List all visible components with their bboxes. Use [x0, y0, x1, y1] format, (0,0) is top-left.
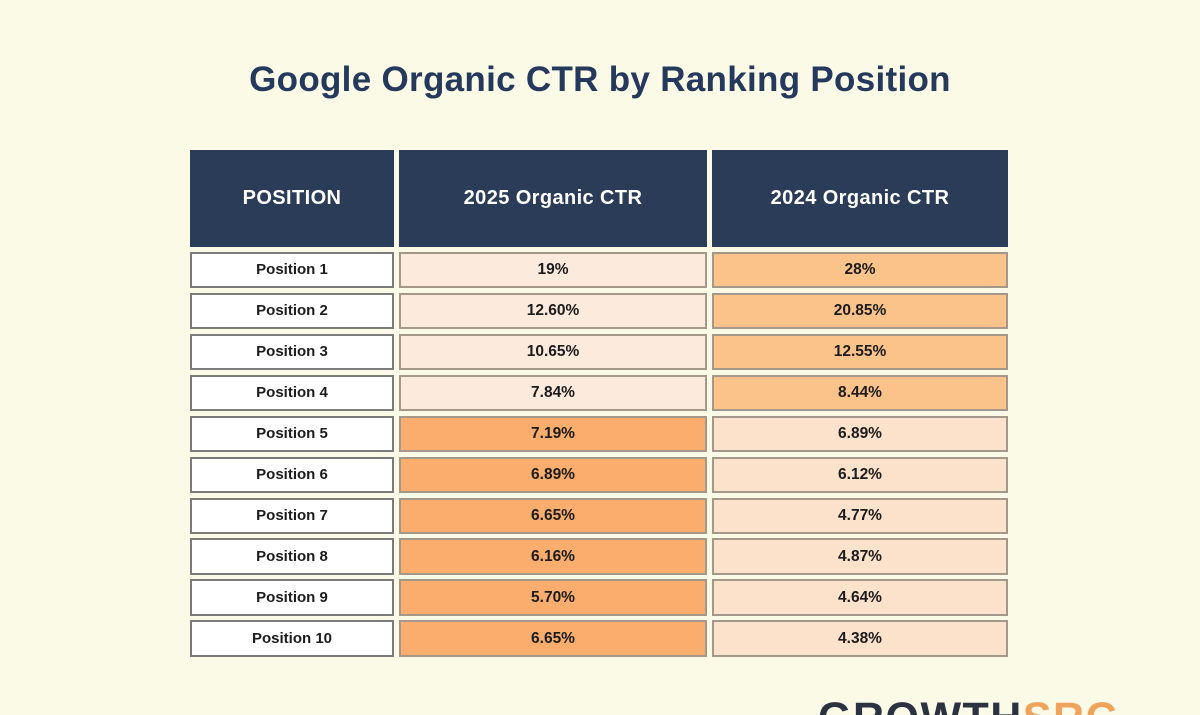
position-cell: Position 5: [190, 415, 394, 452]
ctr-2025-cell: 5.70%: [399, 579, 707, 616]
position-cell: Position 9: [190, 579, 394, 616]
position-cell: Position 3: [190, 333, 394, 370]
page-title: Google Organic CTR by Ranking Position: [249, 60, 951, 99]
logo-text-growth: GROWTH: [818, 694, 1023, 715]
ctr-2025-cell: 10.65%: [399, 333, 707, 370]
ctr-2025-cell: 6.65%: [399, 497, 707, 534]
position-cell: Position 6: [190, 456, 394, 493]
ctr-2025-cell: 7.84%: [399, 374, 707, 411]
ctr-2024-cell: 4.87%: [712, 538, 1008, 575]
ctr-2025-cell: 6.16%: [399, 538, 707, 575]
ctr-2024-cell: 12.55%: [712, 333, 1008, 370]
ctr-2024-cell: 20.85%: [712, 292, 1008, 329]
growthsrc-logo: GROWTHSRC: [818, 697, 1118, 715]
ctr-2024-cell: 8.44%: [712, 374, 1008, 411]
position-cell: Position 10: [190, 620, 394, 657]
ctr-2024-cell: 6.12%: [712, 456, 1008, 493]
ctr-2024-cell: 28%: [712, 251, 1008, 288]
position-cell: Position 2: [190, 292, 394, 329]
ctr-2024-cell: 4.77%: [712, 497, 1008, 534]
ctr-table: POSITION 2025 Organic CTR 2024 Organic C…: [190, 150, 1008, 657]
ctr-2024-cell: 6.89%: [712, 415, 1008, 452]
logo-text-src: SRC: [1023, 694, 1118, 715]
ctr-2025-cell: 7.19%: [399, 415, 707, 452]
column-header-2025-ctr: 2025 Organic CTR: [399, 150, 707, 247]
ctr-2025-cell: 12.60%: [399, 292, 707, 329]
ctr-2025-cell: 19%: [399, 251, 707, 288]
ctr-2025-cell: 6.65%: [399, 620, 707, 657]
column-header-position: POSITION: [190, 150, 394, 247]
ctr-2025-cell: 6.89%: [399, 456, 707, 493]
position-cell: Position 4: [190, 374, 394, 411]
position-cell: Position 1: [190, 251, 394, 288]
column-header-2024-ctr: 2024 Organic CTR: [712, 150, 1008, 247]
ctr-2024-cell: 4.38%: [712, 620, 1008, 657]
ctr-2024-cell: 4.64%: [712, 579, 1008, 616]
position-cell: Position 7: [190, 497, 394, 534]
position-cell: Position 8: [190, 538, 394, 575]
